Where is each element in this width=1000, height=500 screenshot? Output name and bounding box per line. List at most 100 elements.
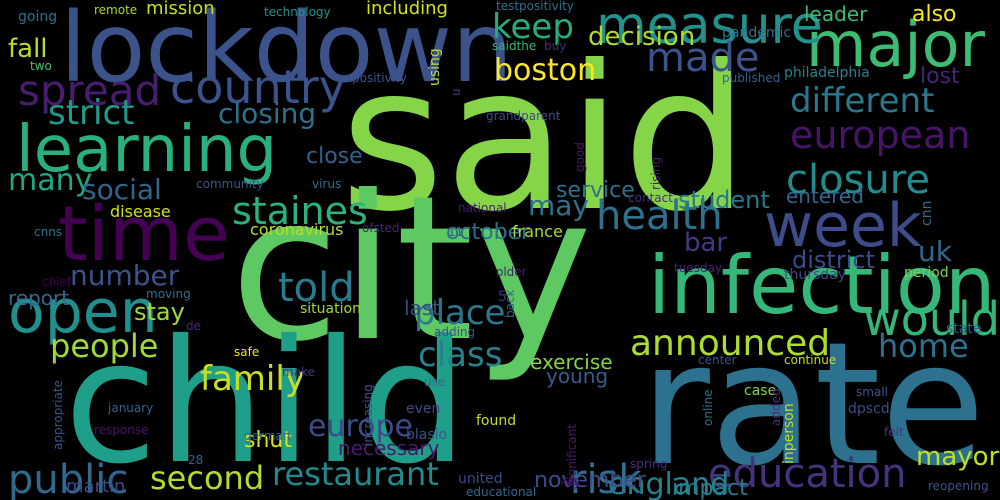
word-key: key: [560, 475, 582, 489]
word-many: many: [8, 163, 93, 198]
word-told: told: [278, 265, 355, 311]
word-closure: closure: [786, 157, 930, 203]
word-response: response: [94, 423, 149, 437]
word-u: using: [427, 48, 443, 86]
word-different: different: [790, 81, 935, 121]
word-use: use: [424, 375, 446, 389]
word-people: people: [50, 327, 159, 365]
word-second: second: [150, 459, 265, 497]
word-public: public: [8, 457, 129, 500]
word-virus: virus: [312, 177, 342, 191]
word-europe: europe: [308, 409, 413, 444]
word-small: small: [856, 385, 888, 399]
word-november: november: [534, 468, 646, 493]
word-lockdown: lockdown: [60, 0, 513, 104]
word-ofsted: ofsted: [362, 221, 400, 235]
word-community: community: [196, 177, 264, 191]
word-shut: shut: [244, 428, 292, 453]
word-spring: spring: [630, 457, 668, 471]
word-online: online: [701, 389, 715, 426]
word-made: made: [646, 35, 760, 81]
word-continue: continue: [784, 353, 837, 367]
word-tuesday: tuesday: [674, 261, 723, 275]
word-dpscd: dpscd: [848, 401, 890, 417]
word-contact: contact: [628, 191, 673, 205]
word-de: de: [186, 319, 201, 333]
word-staines: staines: [232, 189, 368, 233]
word-family: family: [200, 359, 305, 399]
word-may: may: [528, 189, 590, 222]
word-5: 5: [498, 289, 507, 305]
word-week: week: [764, 191, 922, 261]
word-philadelphia: philadelphia: [784, 65, 870, 81]
word-cnn: cnn: [919, 200, 935, 226]
word-decision: decision: [588, 22, 696, 52]
word-time: time: [58, 189, 230, 278]
word-last: last: [404, 296, 441, 320]
word-pandemic: pandemic: [722, 25, 792, 41]
word-united: united: [458, 471, 503, 487]
word-increasing: increasing: [361, 384, 375, 446]
word-education: education: [708, 451, 907, 497]
word-learning: learning: [16, 113, 278, 187]
word-situation: situation: [300, 301, 361, 317]
word-necessary: necessary: [338, 436, 440, 460]
word-close: close: [306, 144, 363, 169]
word-safe: safe: [234, 345, 260, 359]
word-rising: rising: [649, 156, 663, 190]
word-keep: keep: [492, 7, 574, 47]
word-german: german: [244, 429, 291, 443]
word-testpositivity: testpositivity: [496, 0, 574, 13]
word-mayor: mayor: [916, 442, 1000, 472]
word-back: back: [503, 289, 517, 318]
word-bar: bar: [684, 228, 728, 258]
word-reopening: reopening: [928, 479, 989, 493]
word-infection: infection: [648, 239, 996, 332]
word-saidthe: saidthe: [492, 39, 537, 53]
word-october: october: [446, 220, 531, 245]
word-social: social: [82, 173, 162, 206]
word-case: case: [744, 383, 777, 399]
word-older: older: [496, 265, 527, 279]
word-published: published: [722, 71, 781, 85]
word-disease: disease: [110, 202, 171, 221]
word-technology: technology: [264, 5, 331, 19]
word-educational: educational: [466, 485, 537, 499]
word-going: going: [18, 9, 58, 25]
word-spread: spread: [18, 66, 162, 115]
word-uk: uk: [918, 235, 952, 268]
word-buy: buy: [544, 39, 567, 53]
word-rate: rate: [640, 306, 986, 500]
word-two: two: [30, 59, 52, 73]
word-period: period: [904, 265, 949, 281]
word-lost: lost: [920, 64, 960, 89]
word-major: major: [806, 8, 986, 81]
word-moving: moving: [146, 287, 191, 301]
word-martin: martin: [66, 476, 126, 497]
word-blasio: blasio: [406, 427, 448, 443]
word-chief: chief: [42, 275, 72, 289]
word-also: also: [912, 2, 957, 27]
word-good: u: [449, 88, 463, 96]
word-number: number: [70, 259, 180, 292]
word-england: england: [608, 467, 730, 500]
word-child: child: [64, 304, 468, 500]
word-inperson: inperson: [781, 403, 797, 464]
word-coronavirus: coronavirus: [250, 220, 344, 239]
word-appropriate: appropriate: [51, 380, 65, 450]
word-announced: announced: [630, 323, 831, 364]
word-adding: adding: [434, 325, 476, 339]
word-risk: risk: [570, 457, 642, 500]
word-boston: boston: [494, 53, 597, 88]
word-district: district: [792, 246, 875, 274]
word-would: would: [863, 292, 1000, 346]
word-including: including: [366, 0, 448, 19]
word-state: state: [946, 321, 982, 337]
word-stay: stay: [134, 298, 185, 326]
word-restaurant: restaurant: [272, 455, 439, 493]
word-open: open: [8, 277, 158, 347]
word-make: make: [282, 365, 315, 379]
word-grandparent: good: [573, 142, 587, 172]
word-young: young: [546, 364, 609, 388]
